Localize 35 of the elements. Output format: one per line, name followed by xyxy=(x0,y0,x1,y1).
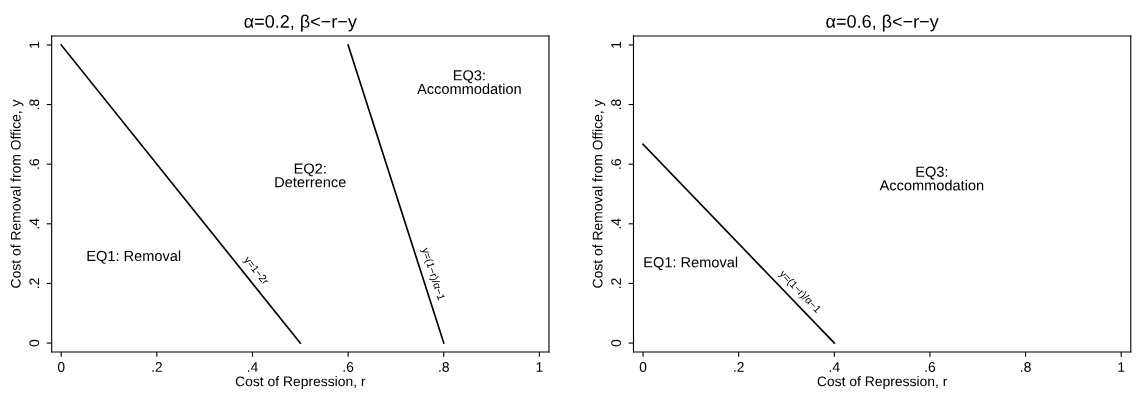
x-tick-label: .4 xyxy=(247,362,258,372)
annotation: EQ3: Accommodation xyxy=(879,166,984,191)
x-tick-label: .4 xyxy=(829,362,840,372)
x-tick-label: 0 xyxy=(57,362,65,372)
annotation: EQ3: Accommodation xyxy=(417,70,521,95)
y-axis-title: Cost of Removal from Office, y xyxy=(592,99,606,288)
chart-title: α=0.6, β<−r−y xyxy=(826,14,939,32)
y-tick-label: .2 xyxy=(611,278,621,288)
x-tick-label: 1 xyxy=(536,362,543,372)
y-tick-label: .6 xyxy=(611,159,622,169)
chart-title: α=0.2, β<−r−y xyxy=(244,14,357,32)
x-tick-label: .6 xyxy=(343,362,354,372)
annotation: EQ1: Removal xyxy=(644,256,738,271)
y-tick-label: .8 xyxy=(29,99,40,110)
x-tick-label: 1 xyxy=(1118,362,1125,372)
y-tick-label: 1 xyxy=(29,41,40,48)
y-axis-title: Cost of Removal from Office, y xyxy=(10,99,24,288)
x-tick-label: .8 xyxy=(439,362,449,372)
x-tick-label: .2 xyxy=(734,362,744,372)
x-tick-label: .8 xyxy=(1021,362,1031,372)
y-tick-label: .4 xyxy=(29,218,40,229)
y-tick-label: .2 xyxy=(29,278,40,288)
y-tick-label: 0 xyxy=(29,339,40,347)
x-tick-label: .2 xyxy=(152,362,162,372)
x-axis-title: Cost of Repression, r xyxy=(817,376,948,390)
x-tick-label: .6 xyxy=(925,362,936,372)
y-tick-label: .6 xyxy=(29,159,40,169)
x-axis-title: Cost of Repression, r xyxy=(235,376,366,390)
annotation: EQ2: Deterrence xyxy=(275,163,346,188)
annotation: EQ1: Removal xyxy=(87,250,181,264)
y-tick-label: .8 xyxy=(611,99,622,110)
y-tick-label: .4 xyxy=(611,218,621,229)
y-tick-label: 1 xyxy=(611,41,621,48)
x-tick-label: 0 xyxy=(639,362,647,372)
y-tick-label: 0 xyxy=(611,339,622,347)
